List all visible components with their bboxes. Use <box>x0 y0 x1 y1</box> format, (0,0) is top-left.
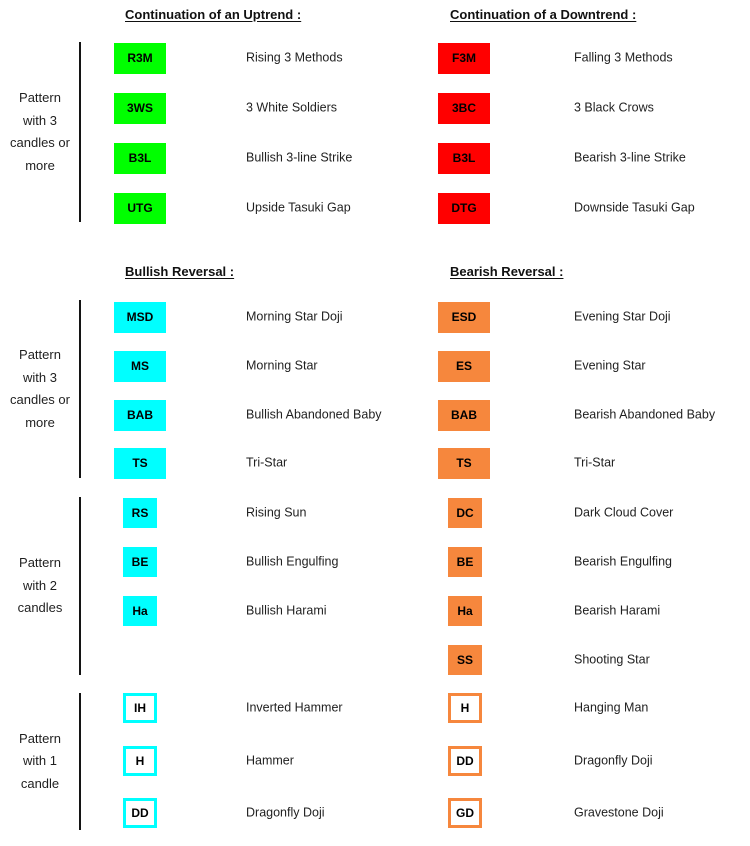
pattern-name: Downside Tasuki Gap <box>574 200 695 215</box>
pattern-badge-ha: Ha <box>448 596 482 626</box>
pattern-name: Morning Star <box>246 358 318 373</box>
group-divider-bar <box>78 497 81 675</box>
group-label-line: Pattern <box>19 555 61 571</box>
group-label-line: more <box>25 157 55 173</box>
pattern-badge-b3l: B3L <box>438 142 490 174</box>
pattern-name: Bullish Harami <box>246 603 327 618</box>
heading-continuation-uptrend: Continuation of an Uptrend : <box>125 7 302 22</box>
pattern-badge-f3m: F3M <box>438 42 490 74</box>
pattern-name: Dark Cloud Cover <box>574 505 674 520</box>
group-label-line: candles <box>17 600 63 616</box>
pattern-badge-dd: DD <box>123 798 157 828</box>
heading-bullish-reversal: Bullish Reversal : <box>125 264 235 279</box>
pattern-badge-esd: ESD <box>438 301 490 333</box>
group-label-line: with 1 <box>23 753 57 769</box>
pattern-name: Rising Sun <box>246 505 307 520</box>
pattern-badge-ha: Ha <box>123 596 157 626</box>
group-label-line: candles or <box>10 135 70 150</box>
pattern-badge-ts: TS <box>114 447 166 479</box>
pattern-name: Rising 3 Methods <box>246 50 343 65</box>
pattern-badge-utg: UTG <box>114 192 166 224</box>
pattern-name: Bearish Harami <box>574 603 661 618</box>
pattern-name: Falling 3 Methods <box>574 50 673 65</box>
pattern-badge-rs: RS <box>123 498 157 528</box>
pattern-name: 3 Black Crows <box>574 100 654 115</box>
pattern-name: Hanging Man <box>574 700 649 715</box>
pattern-name: Evening Star <box>574 358 646 373</box>
pattern-name: 3 White Soldiers <box>246 100 338 115</box>
pattern-name: Shooting Star <box>574 652 650 667</box>
pattern-badge-be: BE <box>123 547 157 577</box>
pattern-name: Inverted Hammer <box>246 700 343 715</box>
group-label-reversal-2-candles: Pattern with 2 candles <box>0 497 80 675</box>
pattern-badge-es: ES <box>438 350 490 382</box>
pattern-badge-ss: SS <box>448 645 482 675</box>
heading-continuation-downtrend: Continuation of a Downtrend : <box>450 7 637 22</box>
pattern-badge-be: BE <box>448 547 482 577</box>
pattern-badge-dc: DC <box>448 498 482 528</box>
pattern-name: Morning Star Doji <box>246 309 343 324</box>
pattern-name: Bullish 3-line Strike <box>246 150 353 165</box>
group-divider-bar <box>78 300 81 478</box>
group-label-line: Pattern <box>19 730 61 746</box>
pattern-name: Bullish Abandoned Baby <box>246 407 382 422</box>
pattern-badge-dtg: DTG <box>438 192 490 224</box>
pattern-badge-b3l: B3L <box>114 142 166 174</box>
pattern-badge-gd: GD <box>448 798 482 828</box>
pattern-name: Hammer <box>246 753 294 768</box>
pattern-name: Tri-Star <box>246 455 288 470</box>
group-divider-bar <box>78 42 81 222</box>
pattern-badge-3ws: 3WS <box>114 92 166 124</box>
group-label-reversal-3-candles: Pattern with 3 candles or more <box>0 300 80 478</box>
group-label-reversal-1-candle: Pattern with 1 candle <box>0 693 80 830</box>
pattern-badge-3bc: 3BC <box>438 92 490 124</box>
pattern-name: Tri-Star <box>574 455 616 470</box>
pattern-badge-h: H <box>123 746 157 776</box>
group-label-line: with 3 <box>23 112 57 128</box>
group-label-continuation-3-candles: Pattern with 3 candles or more <box>0 42 80 222</box>
pattern-name: Bearish Abandoned Baby <box>574 407 716 422</box>
group-label-line: with 2 <box>23 577 57 593</box>
pattern-name: Dragonfly Doji <box>246 805 325 820</box>
pattern-name: Upside Tasuki Gap <box>246 200 351 215</box>
heading-bearish-reversal: Bearish Reversal : <box>450 264 564 279</box>
group-label-line: Pattern <box>19 90 61 105</box>
group-label-line: candles or <box>10 392 70 407</box>
pattern-badge-dd: DD <box>448 746 482 776</box>
pattern-badge-h: H <box>448 693 482 723</box>
group-label-line: more <box>25 414 55 430</box>
group-label-line: candle <box>20 775 60 791</box>
pattern-badge-bab: BAB <box>438 399 490 431</box>
group-divider-bar <box>78 693 81 830</box>
pattern-badge-msd: MSD <box>114 301 166 333</box>
group-label-line: with 3 <box>23 369 57 385</box>
pattern-name: Bearish 3-line Strike <box>574 150 686 165</box>
group-label-line: Pattern <box>19 347 61 362</box>
pattern-name: Bearish Engulfing <box>574 554 672 569</box>
pattern-badge-ts: TS <box>438 447 490 479</box>
pattern-name: Evening Star Doji <box>574 309 671 324</box>
pattern-badge-ih: IH <box>123 693 157 723</box>
pattern-badge-bab: BAB <box>114 399 166 431</box>
pattern-badge-ms: MS <box>114 350 166 382</box>
pattern-name: Bullish Engulfing <box>246 554 339 569</box>
pattern-name: Dragonfly Doji <box>574 753 653 768</box>
pattern-name: Gravestone Doji <box>574 805 664 820</box>
pattern-badge-r3m: R3M <box>114 42 166 74</box>
